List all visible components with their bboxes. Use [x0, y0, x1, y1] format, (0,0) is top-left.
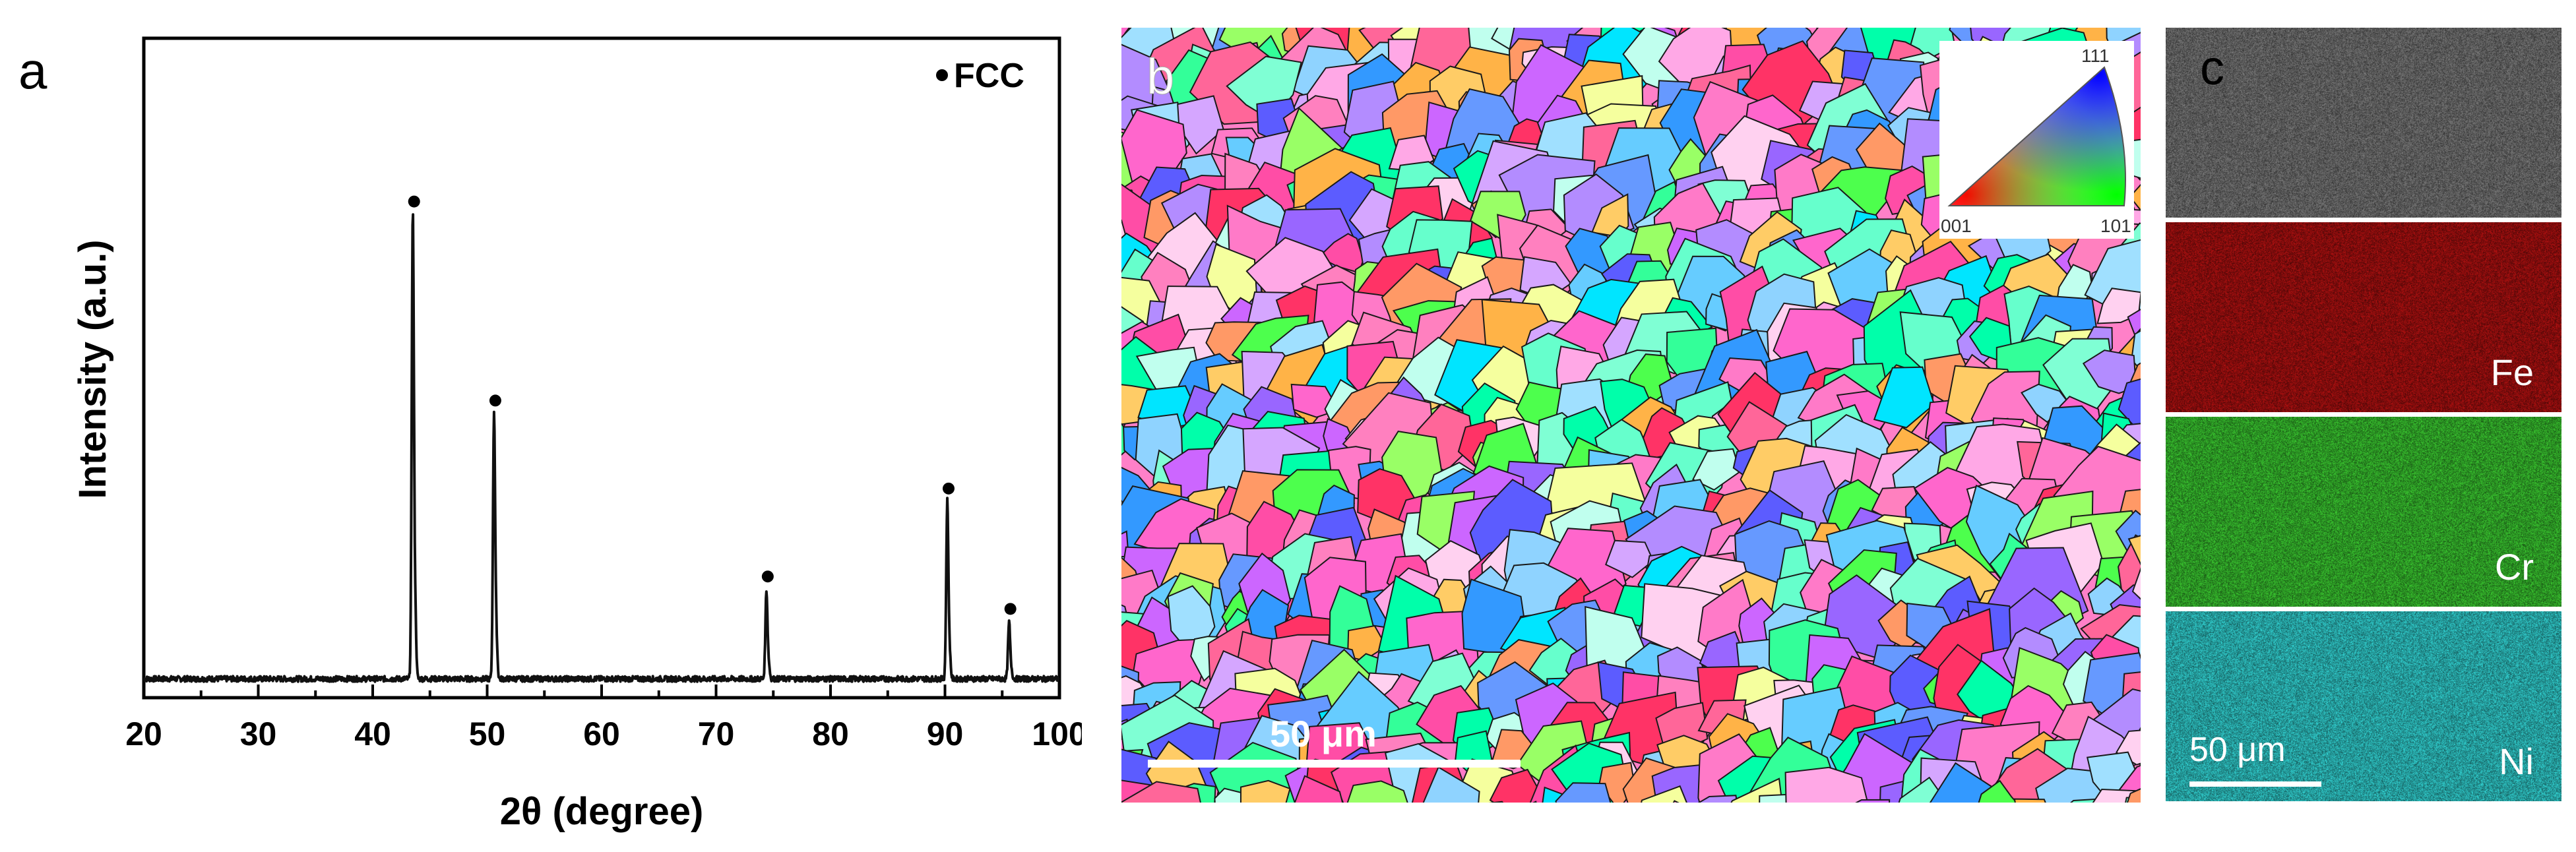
- peak-marker-fcc: [943, 483, 955, 495]
- eds-label-ni: Ni: [2499, 740, 2534, 783]
- eds-map-fe: Fe: [2166, 222, 2561, 412]
- peak-marker-fcc: [1005, 603, 1017, 615]
- x-tick-label: 70: [698, 715, 735, 752]
- x-tick-label: 40: [354, 715, 391, 752]
- x-axis-ticks: [144, 685, 1059, 698]
- x-tick-label: 80: [812, 715, 849, 752]
- scale-bar-label: 50 μm: [1270, 713, 1377, 754]
- plot-frame: [144, 38, 1059, 698]
- peak-marker-fcc: [489, 394, 501, 406]
- peak-marker-fcc: [408, 196, 420, 208]
- scale-bar: [1148, 760, 1521, 768]
- y-axis-label: Intensity (a.u.): [71, 239, 114, 499]
- x-tick-label: 90: [927, 715, 964, 752]
- xrd-chart: 20 30 40 50 60 70 80 90 100 FCC 2θ (degree) Inte…: [0, 0, 1082, 849]
- legend-entry-fcc: FCC: [954, 57, 1024, 95]
- ipf-label-111: 111: [2081, 46, 2110, 66]
- xrd-chart-panel: 20 30 40 50 60 70 80 90 100 FCC 2θ (degree) Inte…: [0, 0, 1082, 849]
- ebsd-ipf-map-panel: b 111 0: [1121, 28, 2141, 803]
- x-tick-label: 100: [1032, 715, 1082, 752]
- ipf-label-001: 001: [1941, 216, 1972, 236]
- x-tick-label: 50: [469, 715, 506, 752]
- eds-label-cr: Cr: [2495, 545, 2534, 588]
- eds-map-ni: Ni 50 μm: [2166, 611, 2561, 801]
- eds-scale-bar-label: 50 μm: [2189, 730, 2286, 770]
- eds-map-se: c: [2166, 28, 2561, 218]
- eds-scale-bar: [2189, 781, 2321, 787]
- eds-map-cr: Cr: [2166, 417, 2561, 607]
- peak-markers: [408, 196, 1017, 615]
- xrd-pattern-line: [144, 214, 1059, 681]
- eds-maps-panel: c Fe Cr Ni 50 μm: [2166, 28, 2561, 803]
- x-axis-tick-labels: 20 30 40 50 60 70 80 90 100: [125, 715, 1082, 752]
- x-tick-label: 60: [583, 715, 620, 752]
- x-tick-label: 20: [125, 715, 162, 752]
- panel-label-c: c: [2200, 40, 2224, 96]
- peak-marker-fcc: [762, 570, 774, 582]
- ipf-color-key: 111 001 101: [1939, 41, 2134, 239]
- x-tick-label: 30: [240, 715, 277, 752]
- panel-label-b: b: [1147, 49, 1174, 105]
- ipf-label-101: 101: [2100, 216, 2131, 236]
- legend-marker-fcc: [936, 69, 948, 81]
- legend: FCC: [936, 57, 1024, 95]
- x-axis-label: 2θ (degree): [500, 790, 704, 833]
- ebsd-ipf-map: b 111 0: [1121, 28, 2141, 803]
- eds-label-fe: Fe: [2491, 351, 2534, 394]
